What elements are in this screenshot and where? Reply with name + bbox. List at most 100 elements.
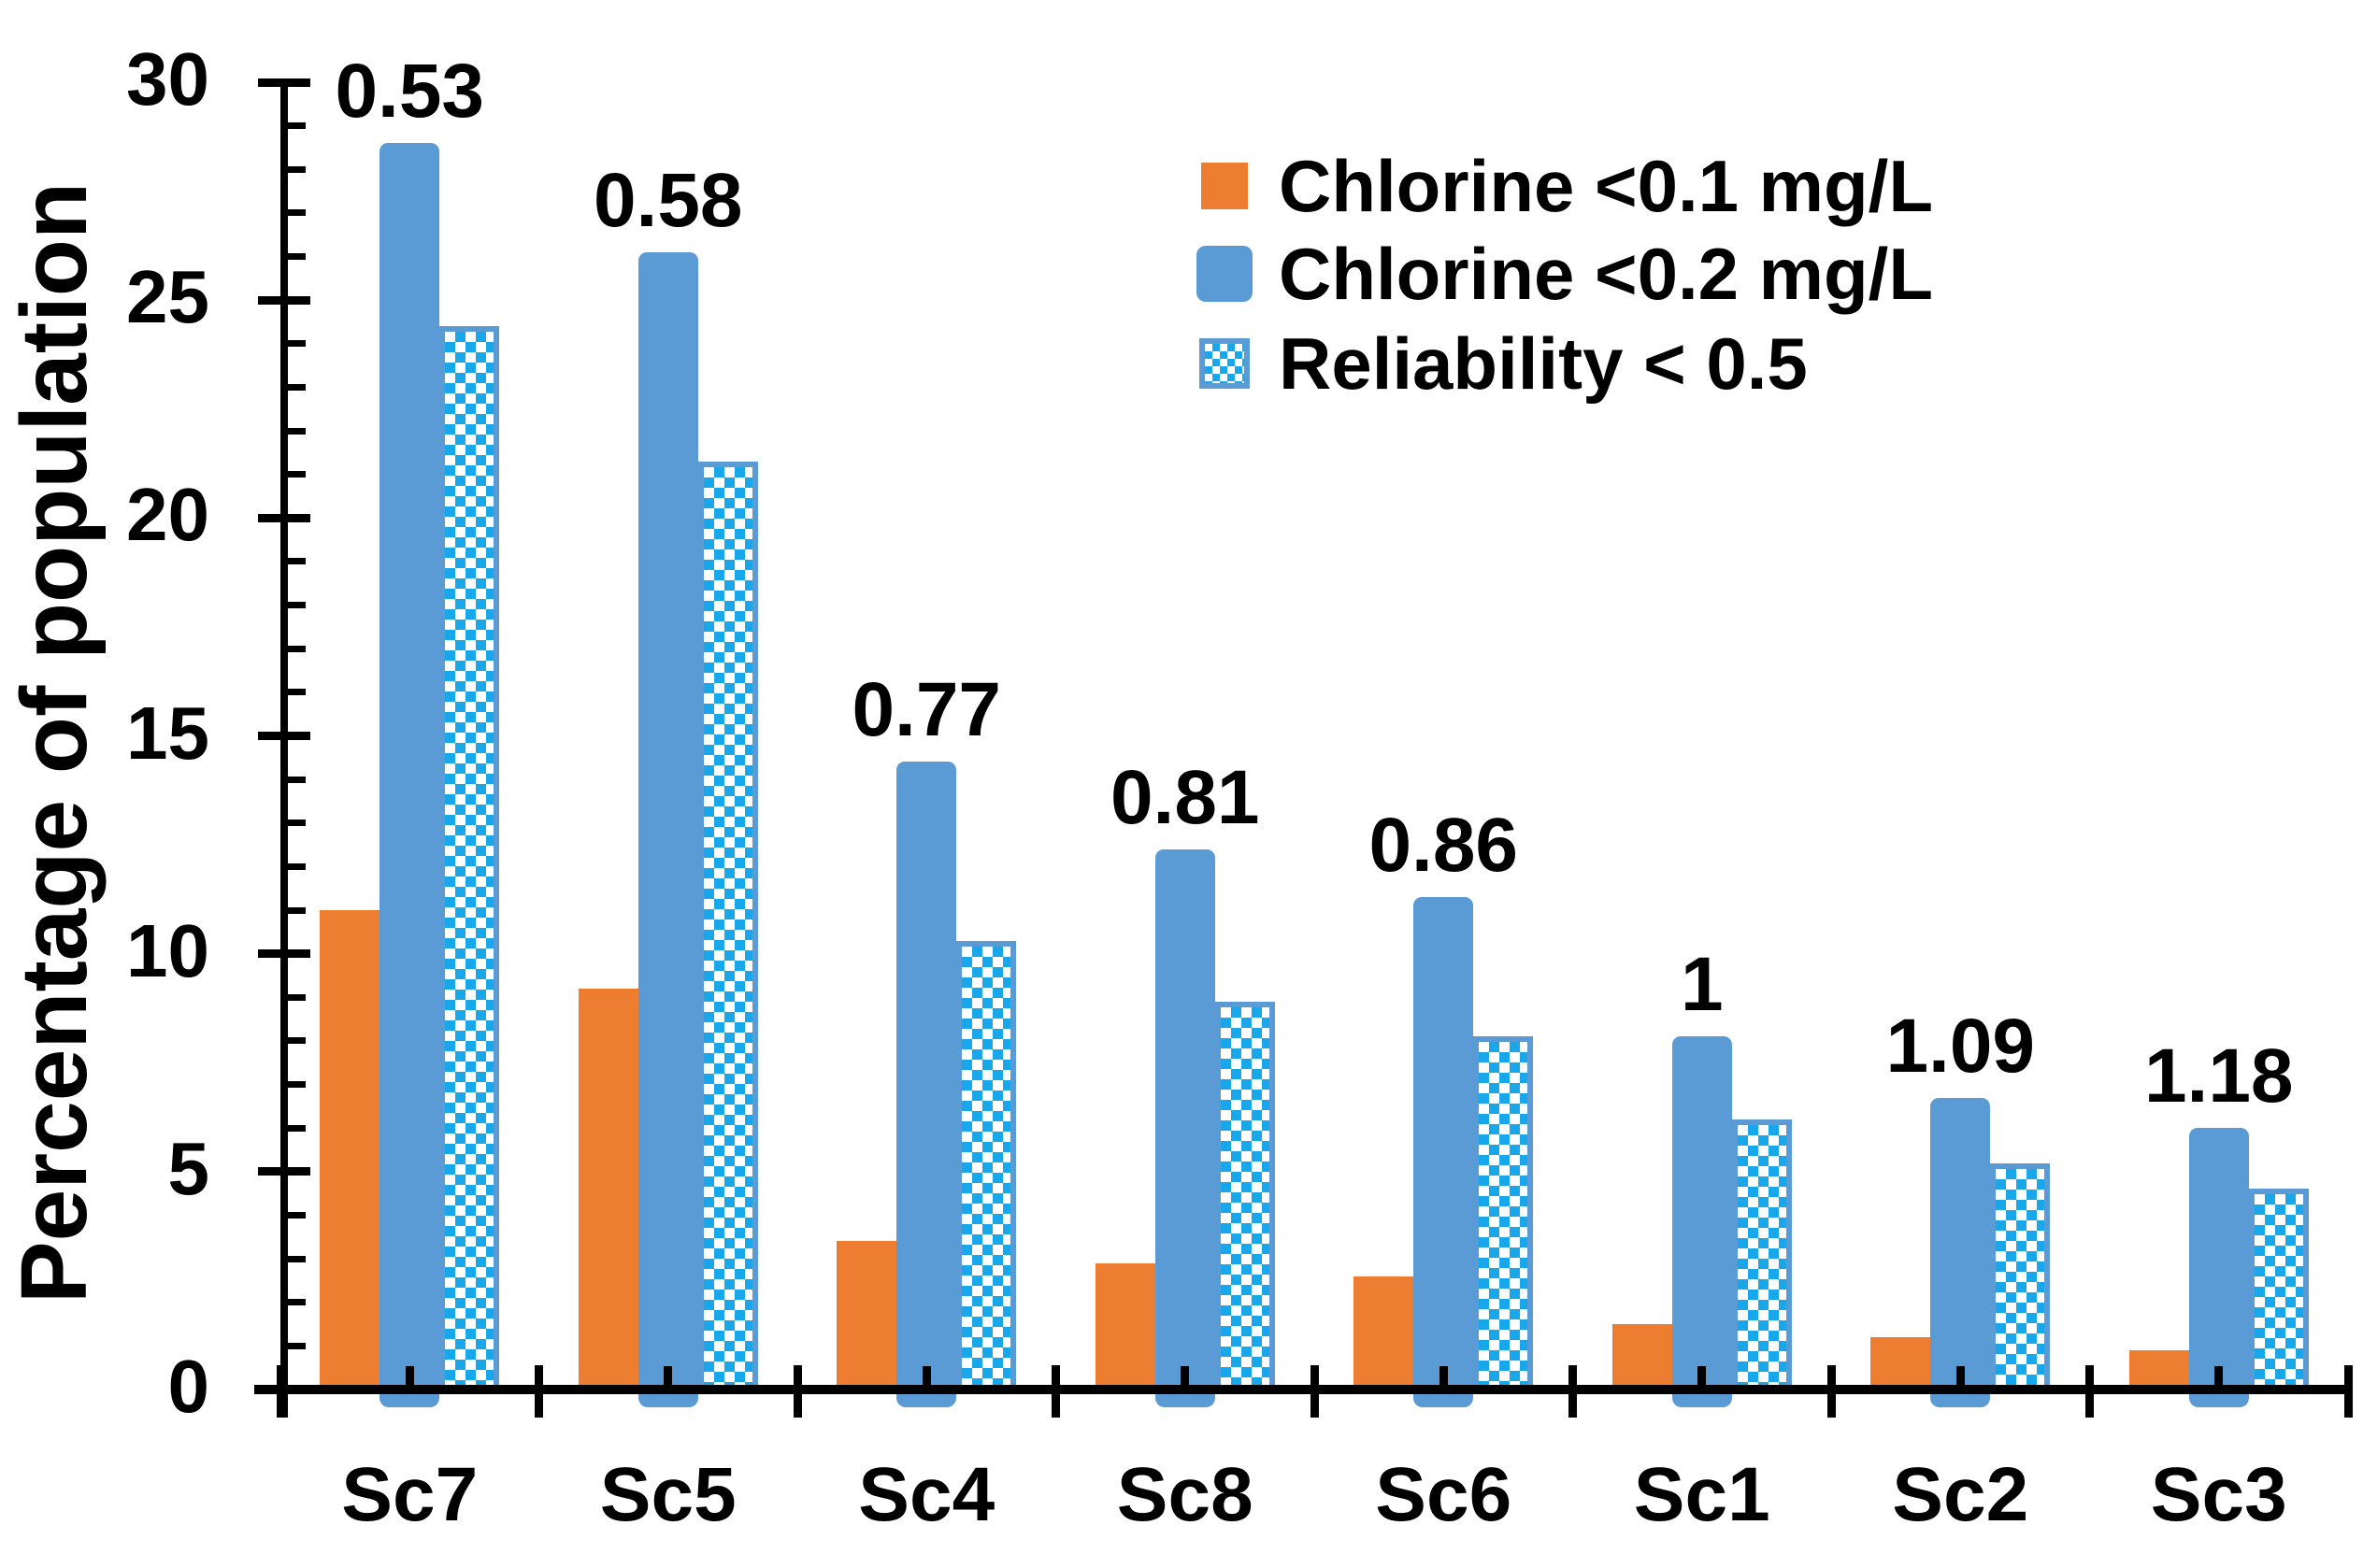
category-label: Sc8: [1116, 1452, 1253, 1537]
y-major-tick: [258, 295, 310, 305]
y-minor-tick: [288, 122, 306, 130]
bar-chlorine-02-sc8: [1154, 848, 1215, 1390]
legend-label-chlorine-01: Chlorine <0.1 mg/L: [1279, 145, 1933, 227]
category-label: Sc7: [341, 1452, 479, 1537]
legend-swatch-chlorine-01: [1201, 163, 1248, 209]
bar-chlorine-02-sc5: [637, 251, 698, 1390]
y-minor-tick: [288, 645, 306, 652]
x-category-tick: [922, 1366, 931, 1386]
bar-chlorine-02-sc2: [1930, 1097, 1991, 1390]
x-category-tick: [1439, 1366, 1448, 1386]
bar-chlorine-01-sc7: [320, 910, 380, 1390]
legend-label-chlorine-02: Chlorine <0.2 mg/L: [1279, 233, 1933, 315]
bar-chlorine-02-sc6: [1413, 897, 1474, 1390]
y-minor-tick: [288, 558, 306, 565]
bar-chlorine-01-sc6: [1353, 1276, 1414, 1390]
bar-chlorine-01-sc4: [837, 1241, 897, 1390]
bar-reliability-sc2: [1990, 1162, 2051, 1390]
x-boundary-tick: [1568, 1365, 1577, 1418]
y-major-tick: [258, 1167, 310, 1176]
x-category-tick: [1955, 1366, 1965, 1386]
bar-chlorine-02-sc4: [896, 762, 957, 1390]
x-category-tick: [405, 1366, 414, 1386]
y-minor-tick: [288, 383, 306, 391]
bar-chlorine-01-sc5: [578, 988, 638, 1390]
y-minor-tick: [288, 1211, 306, 1219]
y-minor-tick: [288, 471, 306, 478]
data-label: 0.81: [1110, 754, 1260, 840]
bar-reliability-sc7: [439, 326, 500, 1390]
bar-reliability-sc5: [697, 461, 758, 1390]
x-boundary-tick: [1310, 1365, 1319, 1418]
y-minor-tick: [288, 1124, 306, 1132]
category-label: Sc1: [1633, 1452, 1770, 1537]
bar-reliability-sc8: [1214, 1001, 1275, 1390]
y-minor-tick: [288, 1037, 306, 1045]
y-minor-tick: [288, 1255, 306, 1262]
bar-reliability-sc1: [1731, 1119, 1792, 1390]
y-minor-tick: [288, 993, 306, 1001]
bar-reliability-sc6: [1473, 1036, 1534, 1390]
y-axis-line: [280, 82, 288, 1418]
bar-reliability-sc3: [2248, 1189, 2309, 1390]
x-axis-line: [254, 1385, 2348, 1394]
y-major-tick: [258, 732, 310, 740]
bar-reliability-sc4: [956, 940, 1017, 1390]
y-tick-label: 30: [126, 37, 209, 121]
legend-label-reliability: Reliability < 0.5: [1279, 322, 1808, 405]
y-minor-tick: [288, 820, 306, 827]
y-tick-label: 5: [167, 1126, 210, 1210]
data-label: 0.86: [1368, 803, 1519, 889]
category-label: Sc4: [858, 1452, 995, 1537]
legend-swatch-chlorine-02: [1196, 246, 1253, 302]
data-label: 1.09: [1885, 1003, 2036, 1089]
y-major-tick: [258, 513, 310, 522]
y-tick-label: 20: [126, 473, 209, 557]
x-category-tick: [664, 1366, 673, 1386]
data-label: 0.53: [335, 49, 485, 135]
y-minor-tick: [288, 862, 306, 870]
y-minor-tick: [288, 165, 306, 173]
x-category-tick: [2214, 1366, 2224, 1386]
bar-chlorine-01-sc2: [1870, 1337, 1931, 1390]
x-boundary-tick: [1052, 1365, 1060, 1418]
legend-swatch-reliability: [1199, 338, 1250, 389]
x-category-tick: [1181, 1366, 1190, 1386]
y-major-tick: [258, 78, 310, 87]
data-label: 1: [1680, 942, 1724, 1028]
x-boundary-tick: [2085, 1365, 2094, 1418]
y-minor-tick: [288, 427, 306, 435]
y-minor-tick: [288, 1299, 306, 1306]
bar-chlorine-01-sc3: [2128, 1350, 2189, 1390]
category-label: Sc6: [1375, 1452, 1512, 1537]
x-boundary-tick: [535, 1365, 543, 1418]
data-label: 1.18: [2143, 1033, 2294, 1119]
y-minor-tick: [288, 1342, 306, 1349]
data-label: 0.58: [593, 157, 743, 243]
y-minor-tick: [288, 906, 306, 914]
x-category-tick: [1697, 1366, 1707, 1386]
y-minor-tick: [288, 776, 306, 783]
y-minor-tick: [288, 1081, 306, 1089]
data-label: 0.77: [852, 667, 1002, 753]
category-label: Sc2: [1892, 1452, 2029, 1537]
y-tick-label: 15: [126, 691, 209, 775]
y-tick-label: 25: [126, 255, 209, 339]
y-tick-label: 0: [167, 1345, 210, 1428]
bar-chlorine-02-sc3: [2188, 1128, 2249, 1390]
x-boundary-tick: [2343, 1365, 2353, 1418]
y-minor-tick: [288, 253, 306, 261]
category-label: Sc5: [599, 1452, 737, 1537]
y-major-tick: [258, 949, 310, 959]
y-minor-tick: [288, 689, 306, 696]
category-label: Sc3: [2150, 1452, 2287, 1537]
bar-chlorine-02-sc1: [1671, 1036, 1732, 1390]
bar-chlorine-02-sc7: [380, 143, 440, 1390]
x-boundary-tick: [793, 1365, 802, 1418]
y-minor-tick: [288, 209, 306, 217]
x-boundary-tick: [276, 1365, 285, 1418]
y-minor-tick: [288, 340, 306, 348]
y-minor-tick: [288, 602, 306, 609]
y-tick-label: 10: [126, 908, 209, 992]
